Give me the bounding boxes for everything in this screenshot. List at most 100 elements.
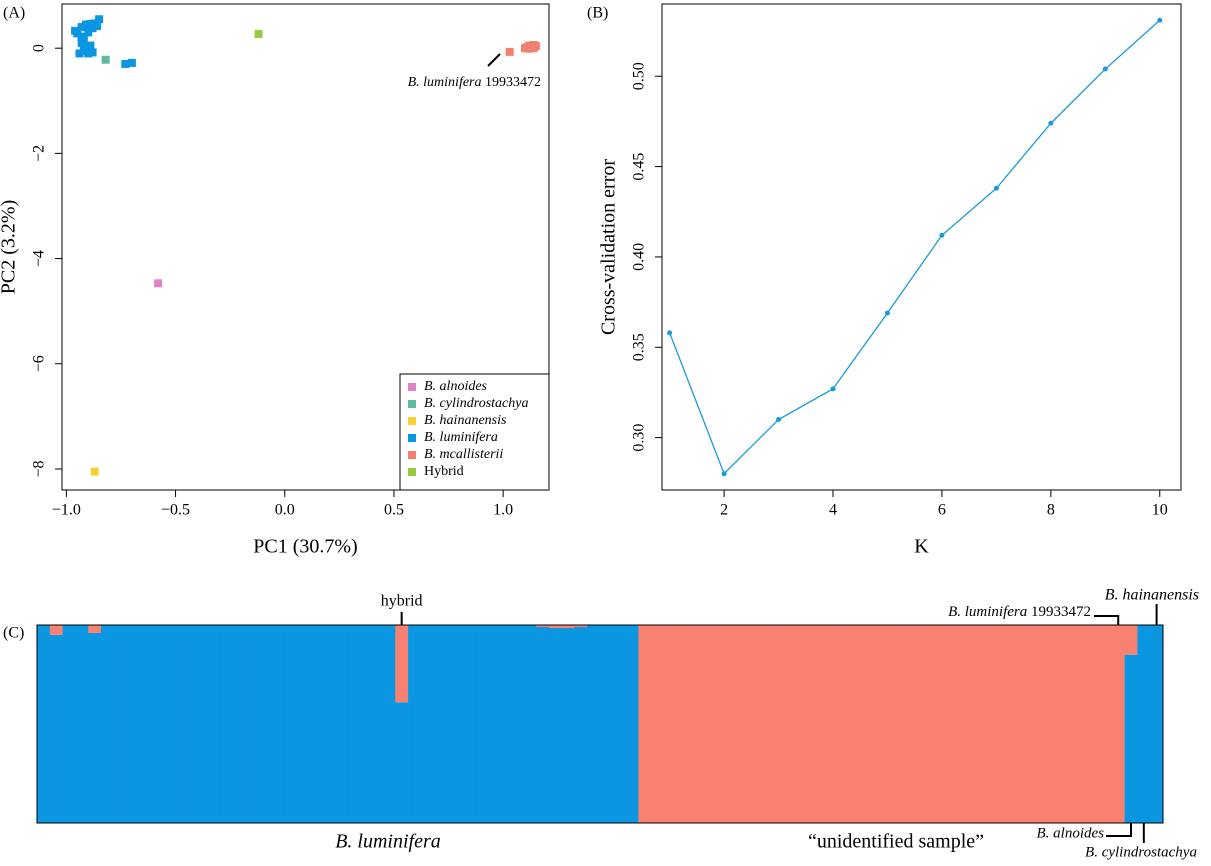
point	[121, 59, 130, 68]
line	[669, 19, 1161, 475]
x-tick-label: 2	[720, 502, 728, 519]
bar-segment	[497, 625, 511, 823]
y-tick-label: 0.35	[631, 333, 648, 361]
bar-segment	[420, 625, 434, 823]
bar-segment	[177, 625, 191, 823]
group-label: “unidentified sample”	[808, 831, 984, 853]
legend-label: B. cylindrostachya	[424, 396, 528, 411]
legend-label: B. luminifera	[424, 430, 498, 445]
bar-segment	[881, 625, 895, 823]
legend-label: B. hainanensis	[424, 413, 507, 428]
bar-segment	[830, 625, 844, 823]
bar-segment	[574, 625, 588, 627]
bar-segment	[305, 625, 319, 823]
x-tick-label: 8	[1047, 502, 1055, 519]
annotation: B. alnoides	[1037, 825, 1105, 841]
bar-segment	[459, 625, 473, 823]
x-tick-label: −1.0	[52, 502, 81, 519]
plot-frame	[36, 624, 1164, 824]
point	[127, 58, 136, 67]
bar-segment	[740, 625, 754, 823]
bar-segment	[88, 632, 102, 823]
x-axis-title: PC1 (30.7%)	[253, 536, 357, 558]
panel-label: (B)	[587, 5, 608, 22]
bar-segment	[1124, 625, 1138, 655]
bar-segment	[727, 625, 742, 823]
annotation: B. hainanensis	[1105, 587, 1199, 604]
bar-segment	[561, 625, 575, 628]
bar-segment	[216, 625, 230, 823]
bar-segment	[919, 625, 933, 823]
bar-segment	[344, 625, 358, 823]
legend-swatch	[408, 383, 416, 391]
annotation-sample: 19933472	[482, 75, 542, 90]
x-tick-label: 0.0	[275, 502, 295, 519]
bar-segment	[945, 625, 959, 823]
point	[1157, 17, 1163, 23]
x-axis-title: K	[914, 536, 929, 558]
bar-segment	[574, 626, 588, 823]
bar-segment	[88, 625, 102, 633]
bar-segment	[638, 625, 652, 823]
plot-frame	[61, 3, 550, 491]
bar-segment	[1035, 625, 1049, 823]
bar-segment	[779, 625, 793, 823]
panel-label: (C)	[3, 625, 24, 642]
point	[525, 44, 534, 53]
bar-segment	[689, 625, 703, 823]
plot-frame	[661, 3, 1182, 491]
annotation: hybrid	[381, 593, 423, 610]
legend-swatch	[408, 417, 416, 425]
legend-label: Hybrid	[424, 464, 464, 479]
x-tick-label: 0.5	[384, 502, 404, 519]
point	[939, 232, 945, 238]
x-tick-label: 1.0	[493, 502, 513, 519]
bar-segment	[203, 625, 217, 823]
bar-segment	[766, 625, 780, 823]
point	[84, 28, 93, 37]
bar-segment	[49, 625, 63, 635]
group-label: B. luminifera	[335, 831, 441, 853]
y-tick-label: −4	[31, 250, 48, 267]
point	[92, 22, 101, 31]
bar-segment	[855, 625, 870, 823]
bar-segment	[536, 625, 550, 627]
annotation-sample: 19933472	[1027, 604, 1091, 620]
point	[1102, 66, 1108, 72]
bar-segment	[164, 625, 179, 823]
bar-segment	[152, 625, 166, 823]
bar-segment	[1099, 625, 1113, 823]
bar-segment	[1022, 625, 1036, 823]
panel-label: (A)	[3, 5, 25, 22]
bar-segment	[561, 627, 575, 823]
bar-segment	[241, 625, 255, 823]
bar-segment	[75, 625, 89, 823]
bar-segment	[267, 625, 281, 823]
point	[84, 49, 93, 58]
bar-segment	[702, 625, 716, 823]
point	[721, 471, 727, 477]
bar-segment	[600, 625, 614, 823]
bar-segment	[484, 625, 498, 823]
point	[505, 47, 514, 56]
bar-segment	[894, 625, 908, 823]
bar-segment	[715, 625, 729, 823]
bar-segment	[663, 625, 678, 823]
annotation-species: B. luminifera	[948, 604, 1027, 620]
legend-label: B. alnoides	[424, 379, 488, 394]
point	[884, 310, 890, 316]
bar-segment	[753, 625, 767, 823]
bar-segment	[1073, 625, 1087, 823]
legend-swatch	[408, 451, 416, 459]
point	[830, 386, 836, 392]
bar-segment	[510, 625, 524, 823]
bar-segment	[100, 625, 115, 823]
annotation: B. cylindrostachya	[1085, 844, 1197, 860]
point	[101, 55, 110, 64]
bar-segment	[804, 625, 818, 823]
y-tick-label: −2	[31, 145, 48, 162]
bar-segment	[676, 625, 690, 823]
point	[993, 185, 999, 191]
bar-segment	[536, 626, 550, 823]
bar-segment	[1111, 625, 1125, 823]
